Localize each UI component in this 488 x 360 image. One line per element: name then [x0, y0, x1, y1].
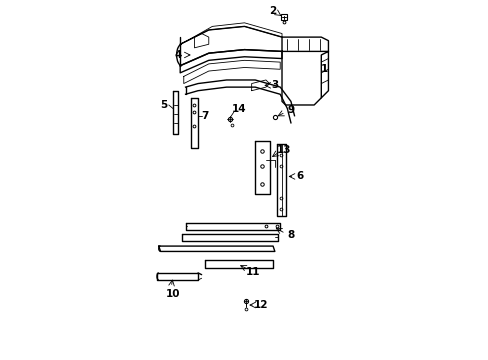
Text: 12: 12 — [253, 300, 267, 310]
Text: 14: 14 — [231, 104, 246, 113]
Text: 9: 9 — [287, 105, 294, 115]
Text: 3: 3 — [271, 80, 278, 90]
Text: 2: 2 — [269, 6, 276, 17]
Text: 1: 1 — [321, 64, 328, 74]
Text: 5: 5 — [160, 100, 167, 110]
Text: 8: 8 — [287, 230, 294, 240]
Text: 7: 7 — [201, 111, 208, 121]
Text: 11: 11 — [245, 267, 260, 277]
Text: 6: 6 — [296, 171, 303, 181]
Text: 4: 4 — [174, 50, 182, 60]
Text: 13: 13 — [276, 145, 290, 155]
Text: 10: 10 — [165, 289, 180, 298]
